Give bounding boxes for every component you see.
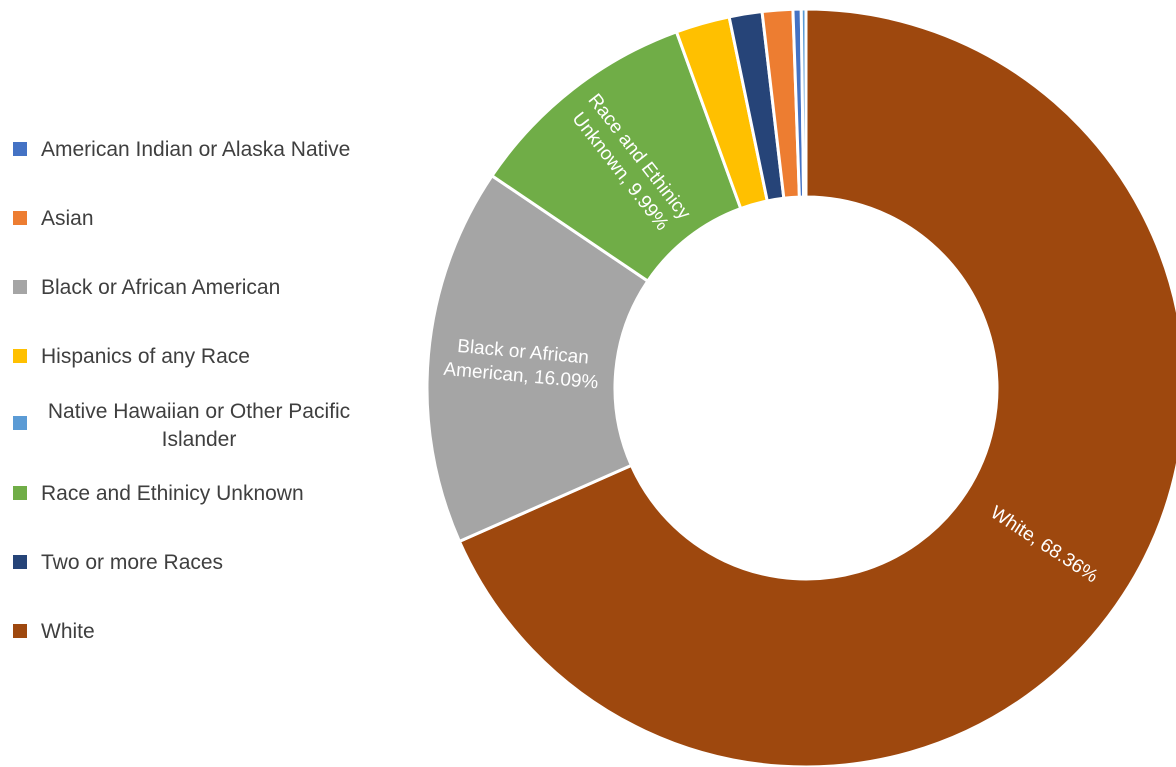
legend-item-race-and-ethinicy-unknown: Race and Ethinicy Unknown [13, 482, 304, 505]
legend-swatch [13, 555, 27, 569]
legend: American Indian or Alaska Native Asian Bla… [13, 138, 350, 643]
slice-white [457, 7, 1176, 767]
legend-item-black-or-african-american: Black or African American [13, 276, 280, 299]
slice-native-hawaiian-or-other-pacific-islander [799, 7, 808, 199]
legend-label: Two or more Races [41, 551, 223, 574]
legend-item-native-hawaiian-or-other-pacific-islander: Native Hawaiian or Other Pacific Islander [13, 400, 350, 451]
legend-label: White [41, 620, 95, 643]
legend-label: Native Hawaiian or Other Pacific Islander [48, 400, 350, 451]
legend-item-white: White [13, 620, 95, 643]
legend-label: Hispanics of any Race [41, 345, 250, 368]
legend-item-american-indian-or-alaska-native: American Indian or Alaska Native [13, 138, 350, 161]
legend-label: Black or African American [41, 276, 280, 299]
legend-swatch [13, 624, 27, 638]
legend-item-hispanics-of-any-race: Hispanics of any Race [13, 345, 250, 368]
legend-label: Race and Ethinicy Unknown [41, 482, 304, 505]
legend-swatch [13, 416, 27, 430]
donut-slices [425, 7, 1176, 767]
slice-black-or-african-american [425, 173, 650, 544]
legend-label: American Indian or Alaska Native [41, 138, 350, 161]
legend-item-asian: Asian [13, 207, 94, 230]
legend-label: Asian [41, 207, 94, 230]
legend-swatch [13, 349, 27, 363]
legend-swatch [13, 486, 27, 500]
legend-swatch [13, 211, 27, 225]
legend-swatch [13, 280, 27, 294]
legend-item-two-or-more-races: Two or more Races [13, 551, 223, 574]
legend-swatch [13, 142, 27, 156]
